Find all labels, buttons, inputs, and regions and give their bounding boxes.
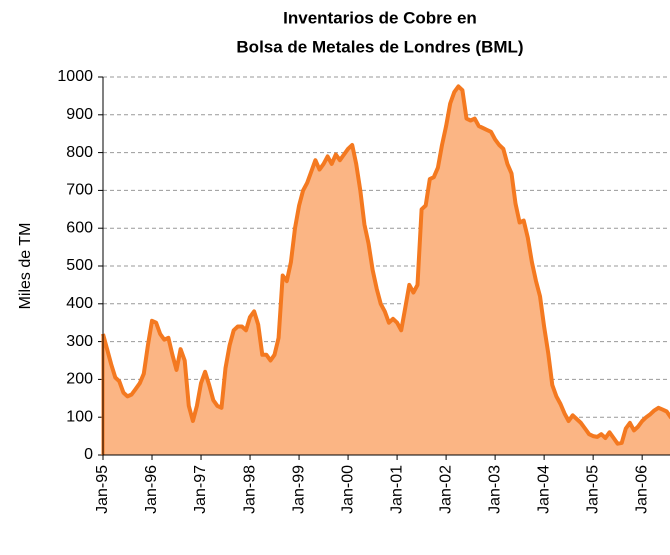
x-tick-label: Jan-98 bbox=[241, 465, 258, 514]
x-tick-label: Jan-00 bbox=[339, 465, 356, 514]
x-tick-label: Jan-03 bbox=[486, 465, 503, 514]
x-tick-label: Jan-04 bbox=[535, 465, 552, 514]
y-tick-label: 800 bbox=[66, 144, 93, 161]
x-tick-label: Jan-02 bbox=[437, 465, 454, 514]
chart-title: Inventarios de Cobre en bbox=[283, 8, 477, 27]
area bbox=[103, 86, 670, 455]
y-tick-label: 1000 bbox=[57, 68, 93, 85]
y-tick-label: 400 bbox=[66, 295, 93, 312]
y-tick-label: 0 bbox=[84, 446, 93, 463]
chart-title: Bolsa de Metales de Londres (BML) bbox=[236, 37, 523, 56]
y-tick-label: 700 bbox=[66, 182, 93, 199]
line bbox=[101, 84, 670, 446]
y-tick-label: 100 bbox=[66, 408, 93, 425]
x-tick-label: Jan-99 bbox=[290, 465, 307, 514]
y-tick-label: 900 bbox=[66, 106, 93, 123]
y-axis-label: Miles de TM bbox=[17, 223, 34, 310]
x-tick-label: Jan-06 bbox=[633, 465, 650, 514]
x-tick-label: Jan-96 bbox=[143, 465, 160, 514]
x-tick-label: Jan-97 bbox=[192, 465, 209, 514]
y-tick-label: 500 bbox=[66, 257, 93, 274]
y-tick-label: 600 bbox=[66, 219, 93, 236]
y-tick-label: 200 bbox=[66, 371, 93, 388]
x-tick-label: Jan-95 bbox=[94, 465, 111, 514]
x-tick-label: Jan-01 bbox=[388, 465, 405, 514]
y-tick-label: 300 bbox=[66, 333, 93, 350]
x-tick-label: Jan-05 bbox=[584, 465, 601, 514]
